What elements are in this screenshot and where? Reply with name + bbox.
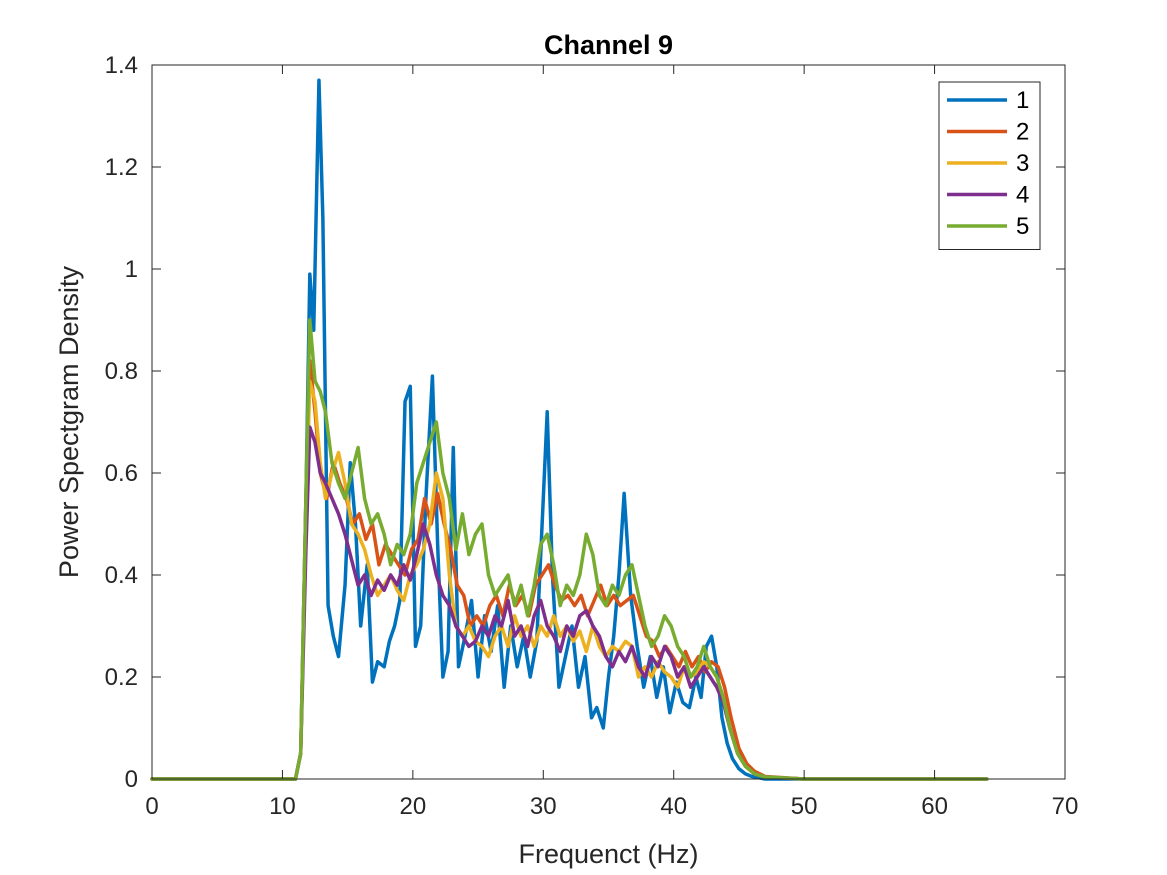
series-line-4 (150, 425, 989, 781)
chart-title: Channel 9 (544, 30, 673, 60)
axes-frame: 0 10 20 30 40 50 60 70 0 0.2 0.4 0.6 0.8 1 1.2 1.4 (105, 52, 1079, 820)
series-line-3 (150, 379, 989, 781)
y-axis-title: Power Spectgram Density (54, 265, 84, 578)
y-tick-label: 1.4 (105, 52, 138, 79)
y-tick-label: 1 (125, 256, 138, 283)
x-axis-title: Frequenct (Hz) (518, 839, 698, 869)
axes-box (151, 64, 1066, 780)
y-tick-label: 0.4 (105, 562, 138, 589)
y-tick-label: 0.8 (105, 358, 138, 385)
legend-label-1: 1 (1016, 87, 1029, 114)
legend: 1 2 3 4 5 (938, 81, 1041, 250)
legend-label-4: 4 (1016, 182, 1029, 209)
series-layer (150, 78, 989, 781)
y-tick-label: 1.2 (105, 154, 138, 181)
legend-label-3: 3 (1016, 150, 1029, 177)
x-tick-label: 30 (530, 793, 557, 820)
legend-box (938, 81, 1041, 250)
legend-label-5: 5 (1016, 213, 1029, 240)
series-line-5 (150, 318, 989, 781)
x-tick-label: 0 (145, 793, 158, 820)
y-tick-label: 0.2 (105, 664, 138, 691)
x-tick-label: 50 (791, 793, 818, 820)
y-tick-label: 0 (125, 766, 138, 793)
y-tick-label: 0.6 (105, 460, 138, 487)
x-tick-label: 70 (1052, 793, 1079, 820)
x-tick-label: 40 (660, 793, 687, 820)
legend-label-2: 2 (1016, 119, 1029, 146)
x-tick-label: 20 (400, 793, 427, 820)
x-tick-label: 10 (269, 793, 296, 820)
x-tick-label: 60 (921, 793, 948, 820)
